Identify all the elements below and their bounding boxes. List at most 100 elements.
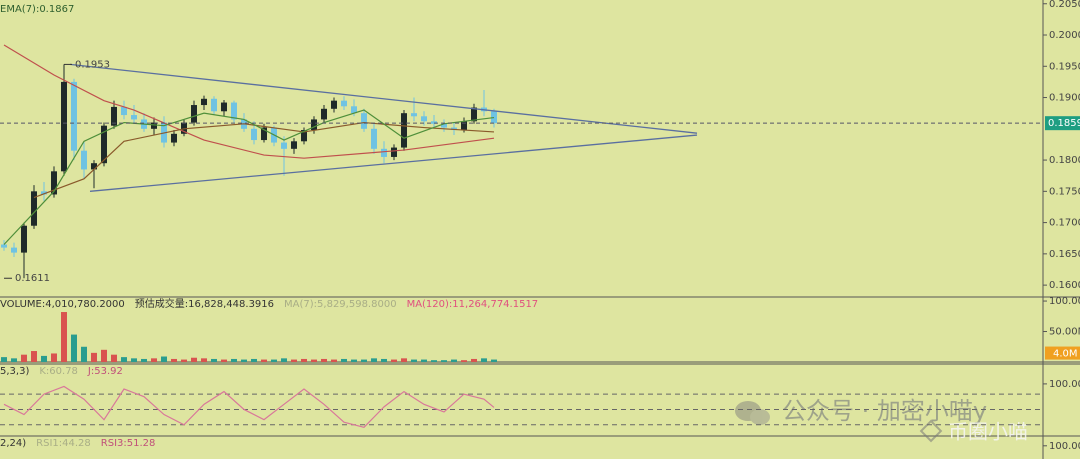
candle-body [281,142,287,149]
last-price-label: 0.1859 [1048,118,1080,129]
volume-bar [321,358,327,362]
candle-body [111,106,117,126]
y-tick-label: 0.2000 [1049,30,1080,41]
volume-bar [1,357,7,362]
volume-bar [71,334,77,362]
candle-body [171,133,177,143]
legend-entry: EMA(7):0.1867 [0,4,74,15]
legend-entry: RSI3:51.28 [101,438,156,449]
volume-bar [11,358,17,362]
volume-bar [181,359,187,362]
legend-entry: K:60.78 [39,366,78,377]
volume-bar [121,357,127,362]
volume-bar [491,359,497,362]
candle-body [321,108,327,120]
volume-bar [81,346,87,362]
candle-body [131,115,137,120]
volume-bar [291,359,297,362]
candle-body [1,244,7,248]
candle-body [391,147,397,157]
candle-body [231,102,237,120]
candle-body [61,81,67,172]
volume-bar [151,358,157,362]
candle-body [201,98,207,106]
y-tick-label: 100.00 [1049,441,1080,452]
volume-bar [441,360,447,362]
legend-entry: MA(7):5,829,598.8000 [284,299,397,310]
volume-bar [31,351,37,362]
volume-bar [271,359,277,362]
candle-body [11,247,17,253]
candle-body [31,191,37,226]
candle-body [121,106,127,116]
volume-bar [241,359,247,362]
volume-bar [231,358,237,362]
candle-body [461,121,467,131]
candle-body [401,113,407,148]
trendline [69,63,698,134]
candle-body [251,128,257,141]
volume-bar [331,359,337,362]
candle-body [381,148,387,157]
legend-entry: RSI1:44.28 [36,438,91,449]
volume-bar [91,352,97,362]
indicator-line [3,385,495,428]
legend-entry: 预估成交量:16,828,448.3916 [135,297,274,310]
candle-body [431,121,437,124]
volume-bar [101,349,107,362]
volume-bar [451,359,457,362]
candle-body [331,100,337,109]
candle-body [51,171,57,195]
moving-average [3,44,495,159]
y-tick-label: 50.00M [1049,327,1080,338]
volume-bar [481,358,487,362]
volume-last-box [1045,346,1080,360]
legend-entry: 5,3,3) [0,366,29,377]
volume-bar [191,357,197,362]
volume-bar [281,358,287,362]
volume-bar [311,359,317,362]
legend-entry: MA(120):11,264,774.1517 [407,299,539,310]
volume-bar [301,358,307,362]
candle-body [491,111,497,124]
volume-last-label: 4.0M [1053,349,1078,360]
volume-bar [21,354,27,362]
candle-body [71,81,77,151]
candle-body [91,163,97,170]
last-price-box [1045,116,1080,131]
volume-bar [401,358,407,362]
moving-average [3,109,495,245]
candle-body [101,125,107,164]
volume-bar [431,360,437,362]
legend-entry: 2,24) [0,438,26,449]
watermark: 币圈小喵 [948,420,1028,444]
candle-body [471,107,477,122]
candle-body [21,225,27,253]
candle-body [181,122,187,134]
volume-bar [201,358,207,362]
volume-bar [261,359,267,362]
candle-body [371,128,377,149]
candle-body [191,105,197,123]
volume-bar [251,358,257,362]
candle-body [291,141,297,149]
volume-bar [391,359,397,362]
volume-bar [111,354,117,362]
volume-bar [61,312,67,362]
candle-body [411,113,417,117]
volume-bar [141,358,147,362]
volume-bar [411,359,417,362]
candle-body [41,191,47,195]
volume-bar [41,355,47,362]
moving-average [33,121,495,199]
volume-bar [381,358,387,362]
watermark: 公众号 · 加密小喵y [782,397,987,425]
y-tick-label: 100.00M [1049,296,1080,307]
